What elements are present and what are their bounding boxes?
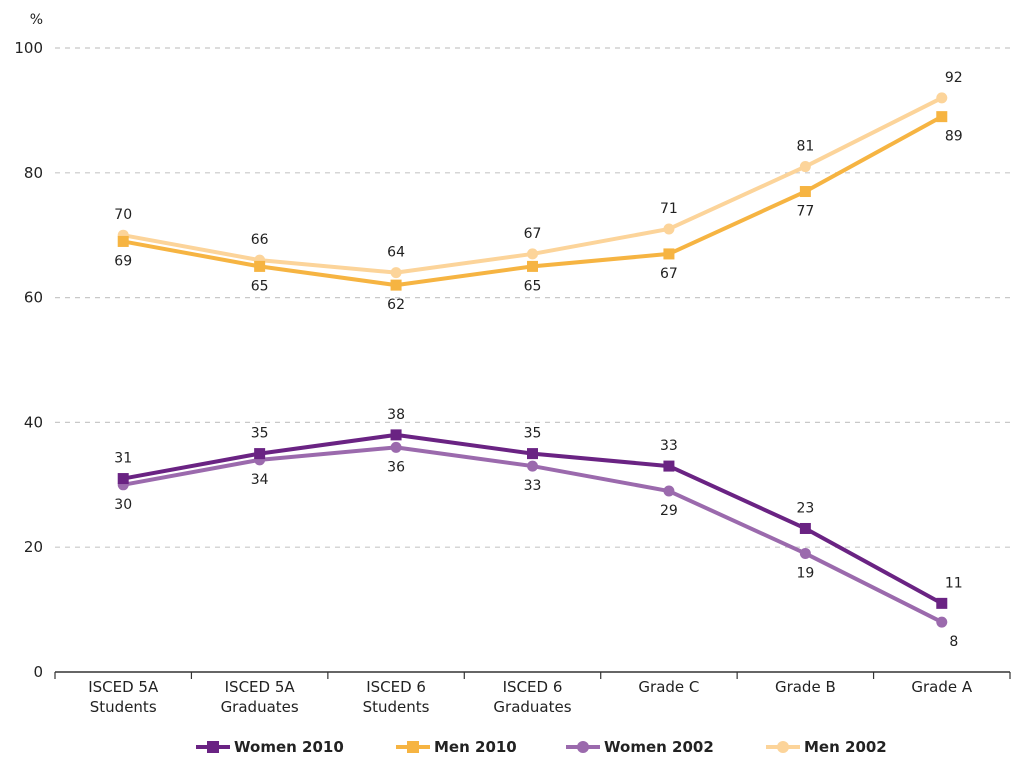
legend-label: Women 2002 — [604, 738, 714, 756]
data-label: 35 — [251, 426, 269, 442]
data-label: 23 — [796, 500, 814, 516]
x-tick-label: ISCED 6 — [503, 678, 563, 696]
series-line-men-2010 — [121, 114, 944, 288]
y-tick-label: 20 — [24, 538, 43, 556]
data-point-marker — [799, 522, 811, 534]
data-label: 36 — [387, 459, 405, 475]
data-label: 33 — [660, 438, 678, 454]
data-point-marker — [527, 260, 538, 272]
data-point-marker — [663, 460, 675, 472]
legend-item: Men 2010 — [396, 738, 517, 756]
y-tick-label: 40 — [24, 413, 43, 431]
data-point-marker — [663, 223, 675, 235]
x-tick-label: Graduates — [221, 698, 299, 716]
y-tick-label: 80 — [24, 164, 43, 182]
data-point-marker — [527, 460, 538, 472]
x-tick-label: ISCED 5A — [225, 678, 296, 696]
x-tick-label: ISCED 5A — [88, 678, 159, 696]
y-tick-label: 60 — [24, 289, 43, 307]
data-point-marker — [936, 616, 948, 628]
data-point-marker — [527, 248, 538, 260]
data-label: 29 — [660, 503, 678, 519]
data-label: 89 — [945, 129, 963, 145]
data-point-marker — [799, 186, 811, 198]
data-label: 67 — [660, 266, 678, 282]
legend-swatch-marker — [407, 741, 419, 753]
legend-swatch-marker — [577, 741, 589, 753]
y-tick-label: 0 — [33, 663, 43, 681]
data-label: 8 — [949, 634, 958, 650]
x-tick-label: Graduates — [493, 698, 571, 716]
data-label: 66 — [251, 232, 269, 248]
legend: Women 2010 Men 2010 Women 2002 Men 2002 — [196, 738, 887, 756]
series-line-women-2010 — [121, 432, 944, 606]
data-label: 67 — [524, 226, 542, 242]
data-label: 30 — [114, 497, 132, 513]
data-label: 35 — [524, 426, 542, 442]
legend-item: Women 2002 — [566, 738, 714, 756]
x-tick-label: Grade B — [775, 678, 836, 696]
legend-swatch-marker — [207, 741, 219, 753]
y-tick-label: 100 — [14, 39, 43, 57]
data-label: 92 — [945, 70, 963, 86]
data-label: 77 — [796, 204, 814, 220]
data-point-marker — [663, 248, 675, 260]
legend-label: Women 2010 — [234, 738, 344, 756]
data-point-marker — [390, 441, 402, 453]
data-label: 38 — [387, 407, 405, 423]
data-point-marker — [936, 597, 948, 609]
data-point-marker — [390, 267, 402, 279]
data-label: 64 — [387, 245, 405, 261]
data-label: 34 — [251, 472, 269, 488]
axes: 0 20 40 60 80 100% ISCED 5A Students ISCED 5A Gra… — [14, 12, 1011, 716]
data-point-marker — [390, 429, 402, 441]
x-tick-label: Grade A — [911, 678, 973, 696]
data-point-marker — [663, 485, 675, 497]
legend-swatch-marker — [777, 741, 789, 753]
data-label: 31 — [114, 451, 132, 467]
data-point-marker — [936, 92, 948, 104]
y-axis-unit-label: % — [30, 12, 43, 28]
x-tick-label: ISCED 6 — [366, 678, 426, 696]
data-label: 11 — [945, 575, 963, 591]
data-point-marker — [799, 161, 811, 173]
data-point-marker — [254, 448, 266, 460]
data-point-marker — [117, 473, 129, 485]
data-label: 71 — [660, 201, 678, 217]
legend-item: Men 2002 — [766, 738, 887, 756]
data-label: 65 — [524, 278, 542, 294]
x-tick-label: Students — [90, 698, 157, 716]
data-point-marker — [117, 235, 129, 247]
x-tick-label: Grade C — [638, 678, 699, 696]
data-label: 81 — [796, 139, 814, 155]
data-point-marker — [936, 111, 948, 123]
data-label: 65 — [251, 278, 269, 294]
data-point-marker — [254, 260, 266, 272]
data-point-marker — [390, 279, 402, 291]
data-point-marker — [527, 448, 538, 460]
legend-label: Men 2010 — [434, 738, 517, 756]
legend-label: Men 2002 — [804, 738, 887, 756]
data-point-marker — [799, 547, 811, 559]
data-label: 19 — [796, 565, 814, 581]
series-lines — [117, 92, 948, 628]
data-label: 69 — [114, 253, 132, 269]
data-label: 33 — [524, 478, 542, 494]
data-label: 70 — [114, 207, 132, 223]
legend-item: Women 2010 — [196, 738, 344, 756]
data-labels: 31 35 38 35 33 23 11 69 65 62 65 67 77 89 30 34 36 33 29 19… — [114, 70, 962, 650]
x-tick-label: Students — [363, 698, 430, 716]
data-label: 62 — [387, 297, 405, 313]
